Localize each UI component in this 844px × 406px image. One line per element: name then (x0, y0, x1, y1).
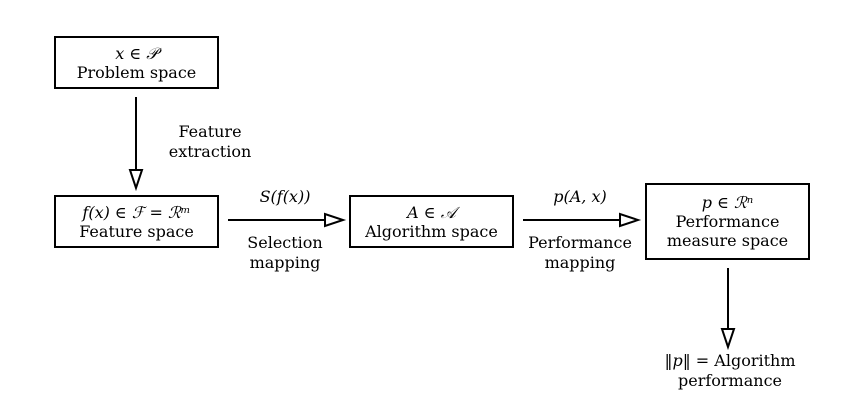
arrow-algorithm-to-performance (523, 212, 642, 228)
performance-mapping-line1: Performance (528, 233, 632, 252)
algorithm-performance-math: ‖p‖ = (664, 351, 715, 370)
selection-mapping-math: S(f(x)) (259, 187, 311, 206)
arrow-feature-to-algorithm (228, 212, 347, 228)
performance-space-label-line1: Performance (675, 212, 780, 231)
algorithm-performance-label: ‖p‖ = Algorithm performance (640, 351, 820, 391)
algorithm-space-box: A ∈ 𝒜 Algorithm space (349, 195, 514, 248)
algorithm-performance-line1: ‖p‖ = Algorithm (640, 351, 820, 371)
feature-space-box: f(x) ∈ ℱ = ℛᵐ Feature space (54, 195, 219, 248)
feature-extraction-line2: extraction (168, 142, 252, 161)
problem-space-math: x ∈ 𝒫 (115, 43, 158, 63)
arrow-problem-to-feature (128, 97, 144, 192)
performance-measure-space-box: p ∈ ℛⁿ Performance measure space (645, 183, 810, 260)
feature-space-math: f(x) ∈ ℱ = ℛᵐ (82, 202, 191, 222)
feature-space-label: Feature space (79, 221, 194, 241)
selection-mapping-label: Selection mapping (228, 233, 342, 273)
performance-mapping-math: p(A, x) (553, 187, 607, 206)
algorithm-performance-text: Algorithm (714, 351, 796, 370)
arrow-performance-to-output (720, 268, 736, 351)
performance-space-label-line2: measure space (666, 231, 789, 250)
performance-mapping-math-label: p(A, x) (520, 187, 640, 206)
performance-mapping-label: Performance mapping (518, 233, 642, 273)
selection-mapping-math-label: S(f(x)) (228, 187, 342, 206)
algorithm-space-label: Algorithm space (365, 221, 498, 241)
algorithm-space-math: A ∈ 𝒜 (407, 202, 456, 222)
problem-space-box: x ∈ 𝒫 Problem space (54, 36, 219, 89)
performance-space-math: p ∈ ℛⁿ (701, 193, 754, 212)
selection-mapping-line2: mapping (249, 253, 321, 272)
feature-extraction-line1: Feature (178, 122, 242, 141)
performance-mapping-line2: mapping (544, 253, 616, 272)
algorithm-performance-line2: performance (677, 371, 782, 390)
selection-mapping-line1: Selection (247, 233, 323, 252)
feature-extraction-label: Feature extraction (158, 122, 262, 162)
problem-space-label: Problem space (76, 62, 197, 82)
